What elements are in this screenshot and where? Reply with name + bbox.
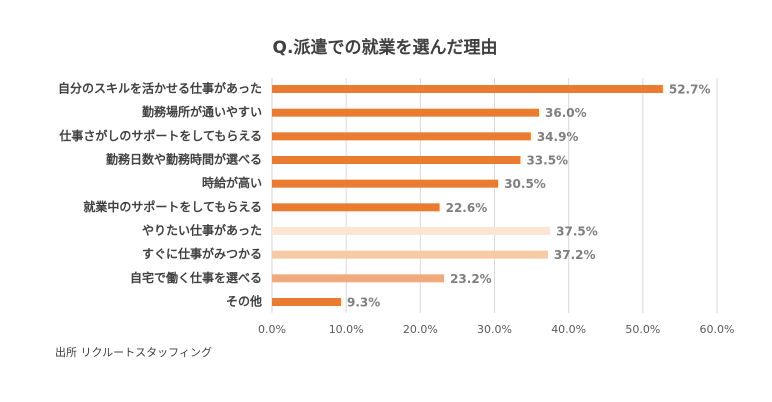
bar [272, 108, 539, 117]
chart-title: Q.派遣での就業を選んだ理由 [273, 37, 498, 58]
x-tick-label: 10.0% [329, 323, 364, 336]
source-note: 出所 リクルートスタッフィング [55, 345, 212, 359]
value-label: 37.2% [554, 248, 596, 262]
x-tick-label: 40.0% [551, 323, 586, 336]
x-tick-label: 50.0% [625, 323, 660, 336]
y-tick-label: 自宅で働く仕事を選べる [130, 270, 262, 285]
y-tick-label: 勤務日数や勤務時間が選べる [106, 152, 262, 167]
x-tick-label: 60.0% [700, 323, 735, 336]
y-tick-label: 勤務場所が通いやすい [142, 104, 262, 119]
x-tick-label: 0.0% [258, 323, 286, 336]
bar [272, 203, 440, 212]
y-tick-label: 仕事さがしのサポートをしてもらえる [58, 128, 262, 143]
x-tick-label: 20.0% [403, 323, 438, 336]
y-tick-label: その他 [226, 294, 262, 309]
y-tick-label: 自分のスキルを活かせる仕事があった [58, 81, 262, 96]
bar [272, 274, 445, 283]
bar [272, 132, 531, 141]
x-tick-label: 30.0% [477, 323, 512, 336]
value-label: 36.0% [545, 106, 587, 120]
bar [272, 250, 548, 259]
bar [272, 85, 663, 93]
bar [272, 298, 341, 306]
value-label: 9.3% [347, 296, 380, 310]
value-label: 22.6% [446, 201, 488, 215]
bar [272, 227, 551, 235]
y-tick-label: 就業中のサポートをしてもらえる [83, 199, 262, 214]
y-tick-label: 時給が高い [202, 175, 262, 190]
value-label: 52.7% [669, 83, 711, 97]
bar [272, 156, 521, 164]
bar [272, 179, 499, 188]
y-tick-label: やりたい仕事があった [142, 223, 262, 238]
value-label: 23.2% [450, 272, 492, 286]
value-label: 34.9% [537, 130, 579, 144]
value-label: 33.5% [526, 154, 568, 168]
value-label: 30.5% [504, 177, 546, 191]
value-label: 37.5% [556, 225, 598, 239]
y-tick-label: すぐに仕事がみつかる [142, 246, 262, 261]
